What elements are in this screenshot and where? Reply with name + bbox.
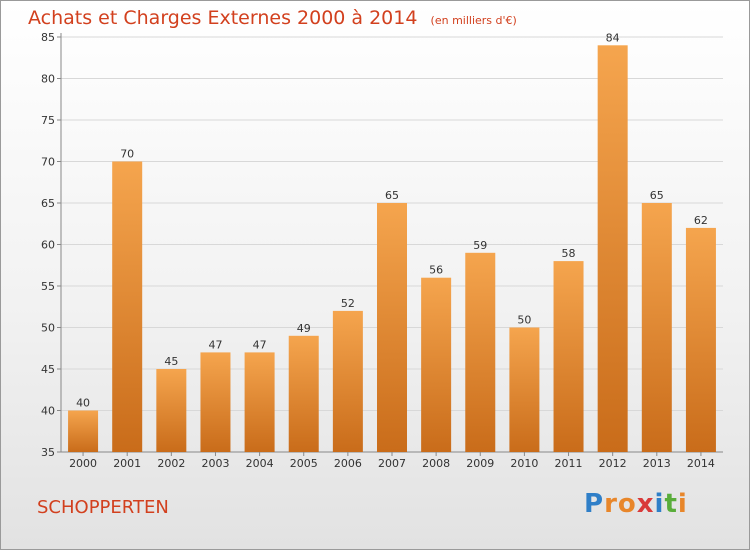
bar [244, 352, 275, 452]
logo-letter: t [664, 489, 678, 519]
y-tick-label: 45 [41, 363, 55, 376]
x-tick-label: 2011 [555, 457, 583, 470]
bar [288, 335, 319, 452]
y-tick-label: 85 [41, 31, 55, 44]
data-label: 56 [429, 264, 443, 277]
bar [465, 252, 496, 452]
proxiti-logo: Proxiti [584, 489, 688, 519]
logo-letter: x [636, 489, 655, 519]
bar [685, 227, 716, 452]
y-tick-label: 35 [41, 446, 55, 459]
data-label: 47 [253, 338, 267, 351]
bar [68, 410, 99, 452]
data-label: 40 [76, 397, 90, 410]
title-row: Achats et Charges Externes 2000 à 2014 (… [28, 7, 517, 29]
logo-letter: i [677, 489, 688, 519]
x-tick-label: 2007 [378, 457, 406, 470]
y-tick-label: 55 [41, 280, 55, 293]
data-label: 84 [606, 31, 620, 44]
y-tick-label: 70 [41, 156, 55, 169]
data-label: 49 [297, 322, 311, 335]
x-tick-label: 2014 [687, 457, 715, 470]
logo-letter: o [617, 489, 637, 519]
x-tick-label: 2005 [290, 457, 318, 470]
data-label: 58 [562, 247, 576, 260]
data-label: 47 [208, 338, 222, 351]
bar [421, 277, 452, 452]
logo-letter: r [604, 489, 618, 519]
data-label: 70 [120, 148, 134, 161]
bar [377, 203, 407, 452]
bar [200, 352, 231, 452]
bar [332, 310, 363, 452]
y-tick-label: 50 [41, 322, 55, 335]
x-tick-label: 2000 [69, 457, 97, 470]
logo-letter: i [654, 489, 665, 519]
x-tick-label: 2009 [466, 457, 494, 470]
x-tick-label: 2010 [510, 457, 538, 470]
data-label: 50 [517, 314, 531, 327]
x-tick-label: 2006 [334, 457, 362, 470]
bar [553, 261, 584, 452]
x-tick-label: 2001 [113, 457, 141, 470]
data-label: 62 [694, 214, 708, 227]
x-tick-label: 2002 [157, 457, 185, 470]
bar [112, 161, 143, 452]
x-tick-label: 2013 [643, 457, 671, 470]
x-tick-label: 2004 [246, 457, 274, 470]
data-label: 59 [473, 239, 487, 252]
chart-title: Achats et Charges Externes 2000 à 2014 [28, 7, 418, 29]
bar [597, 45, 628, 453]
logo-letter: P [584, 489, 605, 519]
data-label: 65 [385, 189, 399, 202]
y-tick-label: 80 [41, 73, 55, 86]
y-tick-label: 75 [41, 114, 55, 127]
x-tick-label: 2003 [201, 457, 229, 470]
y-tick-label: 65 [41, 197, 55, 210]
bar [156, 369, 187, 452]
x-tick-label: 2008 [422, 457, 450, 470]
bar [641, 203, 672, 452]
data-label: 45 [164, 355, 178, 368]
y-tick-label: 40 [41, 405, 55, 418]
commune-name: SCHOPPERTEN [37, 497, 169, 518]
bar [509, 327, 540, 452]
data-label: 52 [341, 297, 355, 310]
chart-subtitle: (en milliers d'€) [430, 14, 517, 27]
y-tick-label: 60 [41, 239, 55, 252]
data-label: 65 [650, 189, 664, 202]
x-tick-label: 2012 [599, 457, 627, 470]
